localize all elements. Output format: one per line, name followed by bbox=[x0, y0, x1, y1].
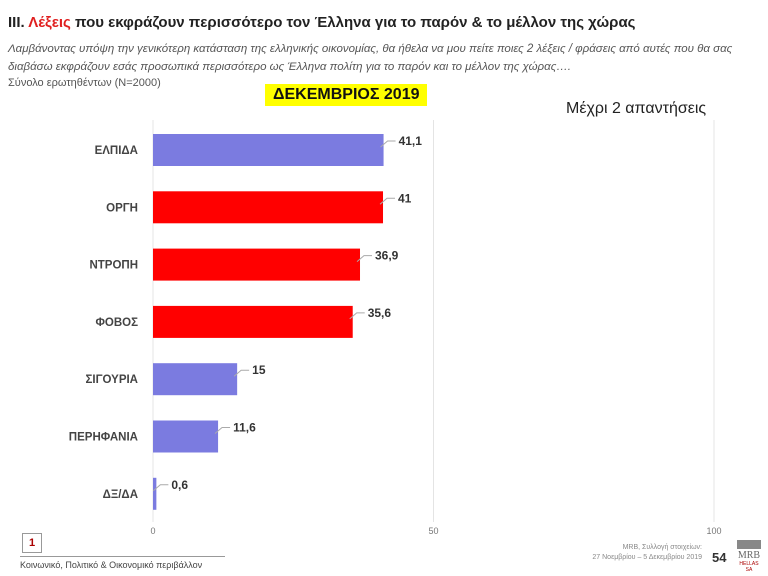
bar bbox=[153, 363, 238, 396]
category-label: ΣΙΓΟΥΡΙΑ bbox=[86, 374, 138, 386]
mrb-logo: MRB HELLAS SA bbox=[737, 540, 761, 573]
period-badge: ΔΕΚΕΜΒΡΙΟΣ 2019 bbox=[265, 84, 428, 106]
source-line-2: 27 Νοεμβρίου – 5 Δεκεμβρίου 2019 bbox=[592, 554, 702, 561]
page-number: 54 bbox=[712, 550, 727, 565]
section-number-box: 1 bbox=[22, 533, 42, 553]
x-tick-label: 50 bbox=[428, 526, 438, 536]
answer-note: Μέχρι 2 απαντήσεις bbox=[566, 100, 707, 117]
leader-line bbox=[380, 140, 396, 148]
page-title: ΙΙΙ. Λέξεις που εκφράζουν περισσότερο το… bbox=[8, 14, 636, 31]
category-label: ΦΟΒΟΣ bbox=[95, 317, 138, 329]
footer-section: Κοινωνικό, Πολιτικό & Οικονομικό περιβάλ… bbox=[20, 560, 203, 570]
leader-line bbox=[379, 197, 396, 205]
title-highlight: Λέξεις bbox=[28, 14, 71, 31]
leader-line bbox=[233, 369, 250, 377]
leader-line bbox=[153, 484, 169, 492]
source-line-1: MRB, Συλλογή στοιχείων: bbox=[622, 544, 702, 551]
category-label: ΔΞ/ΔΑ bbox=[103, 489, 138, 501]
leader-line bbox=[356, 255, 373, 262]
bar bbox=[153, 134, 384, 166]
leader-line bbox=[214, 427, 231, 434]
bar bbox=[153, 477, 157, 510]
bar bbox=[153, 248, 361, 281]
question-text: Λαμβάνοντας υπόψη την γενικότερη κατάστα… bbox=[8, 43, 733, 73]
data-label: 41,1 bbox=[399, 134, 423, 148]
bar bbox=[153, 191, 384, 224]
data-label: 11,6 bbox=[233, 421, 256, 435]
category-label: ΕΛΠΙΔΑ bbox=[95, 145, 138, 157]
data-label: 36,9 bbox=[375, 249, 399, 263]
category-label: ΟΡΓΗ bbox=[106, 202, 138, 214]
sample-base: Σύνολο ερωτηθέντων (N=2000) bbox=[8, 77, 161, 89]
data-label: 0,6 bbox=[171, 478, 188, 492]
x-tick-label: 0 bbox=[150, 526, 155, 536]
data-label: 15 bbox=[252, 363, 266, 377]
data-label: 41 bbox=[398, 191, 412, 205]
data-label: 35,6 bbox=[368, 306, 392, 320]
leader-line bbox=[349, 312, 365, 320]
bar bbox=[153, 420, 219, 453]
bar bbox=[153, 305, 353, 338]
x-tick-label: 100 bbox=[706, 526, 721, 536]
category-label: ΝΤΡΟΠΗ bbox=[89, 260, 138, 272]
category-label: ΠΕΡΗΦΑΝΙΑ bbox=[69, 432, 138, 444]
footer-divider bbox=[20, 556, 225, 557]
